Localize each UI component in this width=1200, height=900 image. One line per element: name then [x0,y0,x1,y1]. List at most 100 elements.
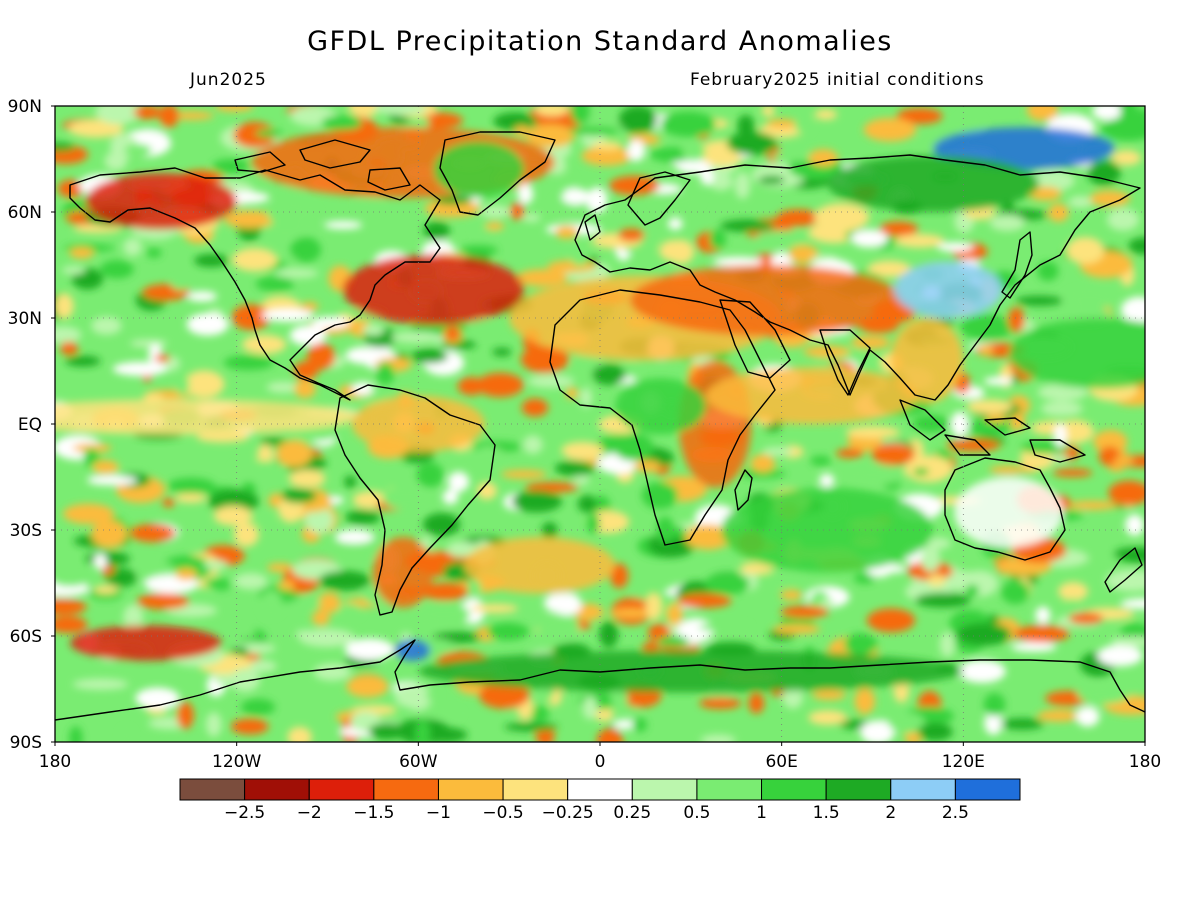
anomaly-texture-cell [814,109,838,120]
anomaly-texture-cell [613,433,654,462]
anomaly-texture-cell [537,614,580,642]
colorbar-label: 0.25 [613,803,651,823]
anomaly-texture-cell [570,244,590,267]
anomaly-texture-cell [761,446,794,456]
anomaly-texture-cell [276,440,313,467]
anomaly-region [433,141,525,198]
anomaly-texture-cell [917,722,953,741]
anomaly-texture-cell [1011,642,1057,652]
anomaly-texture-cell [810,455,832,466]
colorbar-label: −1.5 [353,803,394,823]
anomaly-texture-cell [1068,612,1104,625]
anomaly-texture-cell [950,411,969,438]
anomaly-texture-cell [904,455,953,483]
coastline-eurasia [574,154,1141,401]
anomaly-texture-cell [677,593,732,609]
anomaly-texture-cell [748,693,765,714]
anomaly-texture-cell [1026,106,1059,121]
colorbar-label: −2 [297,803,322,823]
anomaly-texture-cell [843,633,878,656]
anomaly-texture-cell [423,221,450,240]
anomaly-texture-cell [61,265,86,275]
anomaly-texture-cell [1093,429,1128,454]
anomaly-texture-cell [534,106,569,117]
anomaly-texture-cell [299,628,355,648]
coastlines [55,131,1145,721]
anomaly-texture-cell [594,707,614,722]
anomaly-texture-cell [522,213,541,222]
anomaly-texture-cell [479,205,512,218]
anomaly-texture-cell [577,495,597,513]
lon-tick-label: 180 [1129,752,1161,772]
lat-tick-label: 90S [10,733,42,753]
colorbar-swatch [437,778,504,801]
colorbar-label: 1 [756,803,767,823]
anomaly-texture-cell [244,659,277,673]
anomaly-texture-cell [72,443,112,453]
anomaly-texture-cell [55,142,76,152]
anomaly-texture-cell [175,493,207,503]
anomaly-texture-cell [845,426,900,439]
anomaly-texture-cell [1111,636,1145,647]
anomaly-texture-cell [955,115,984,134]
anomaly-texture-cell [129,524,176,543]
anomaly-texture-cell [1120,106,1139,126]
colorbar-swatch [308,778,375,801]
anomaly-texture-cell [1075,706,1100,727]
anomaly-texture-cell [203,560,228,570]
anomaly-texture-cell [99,259,134,279]
anomaly-texture-cell [493,112,537,131]
lon-tick-label: 0 [595,752,606,772]
anomaly-texture-cell [895,234,945,248]
anomaly-texture-cell [424,691,440,700]
anomaly-texture-cell [176,701,194,730]
anomaly-texture-cell [232,461,283,475]
initial-conditions-label: February2025 initial conditions [690,70,985,90]
anomaly-texture-cell [232,247,278,272]
anomaly-texture-cell [233,522,259,547]
anomaly-texture-cell [459,244,498,256]
anomaly-texture-cell [240,626,255,639]
anomaly-texture-cell [421,582,469,601]
anomaly-texture-cell [677,618,714,643]
anomaly-texture-cell [290,236,322,263]
anomaly-texture-cell [476,372,524,398]
anomaly-texture-cell [414,708,463,718]
anomaly-texture-cell [888,712,926,734]
anomaly-texture-cell [92,460,119,474]
anomaly-texture-cell [479,681,530,709]
anomaly-texture-cell [205,712,222,737]
anomaly-texture-cell [853,572,876,584]
anomaly-texture-cell [69,247,94,259]
anomaly-texture-cell [337,603,363,618]
anomaly-texture-cell [521,398,549,417]
anomaly-texture-cell [112,361,168,377]
anomaly-texture-cell [278,580,295,591]
anomaly-texture-cell [772,624,821,634]
anomaly-texture-cell [850,229,888,248]
anomaly-texture-cell [447,471,470,492]
anomaly-texture-cell [1031,169,1075,192]
anomaly-texture-cell [249,513,274,524]
anomaly-texture-cell [1066,237,1105,264]
anomaly-texture-cell [983,377,1013,386]
anomaly-texture-cell [956,622,1012,646]
coastline-japan [1001,231,1033,299]
colorbar-swatch [890,778,956,801]
anomaly-texture-cell [983,693,1006,717]
colorbar-label: −0.25 [542,803,594,823]
anomaly-texture-cell [294,379,316,399]
anomaly-texture-cell [255,129,283,138]
anomaly-texture-cell [300,301,319,312]
anomaly-texture-cell [511,490,563,513]
anomaly-region [954,476,1064,548]
anomaly-region [418,650,964,693]
anomaly-texture-cell [423,513,461,537]
anomaly-texture-cell [770,152,819,162]
colorbar-label: 0.5 [683,803,710,823]
anomaly-texture-cell [1092,106,1123,121]
anomaly-texture-cell [69,726,83,742]
anomaly-texture-cell [937,242,974,252]
anomaly-texture-cell [965,419,1013,436]
